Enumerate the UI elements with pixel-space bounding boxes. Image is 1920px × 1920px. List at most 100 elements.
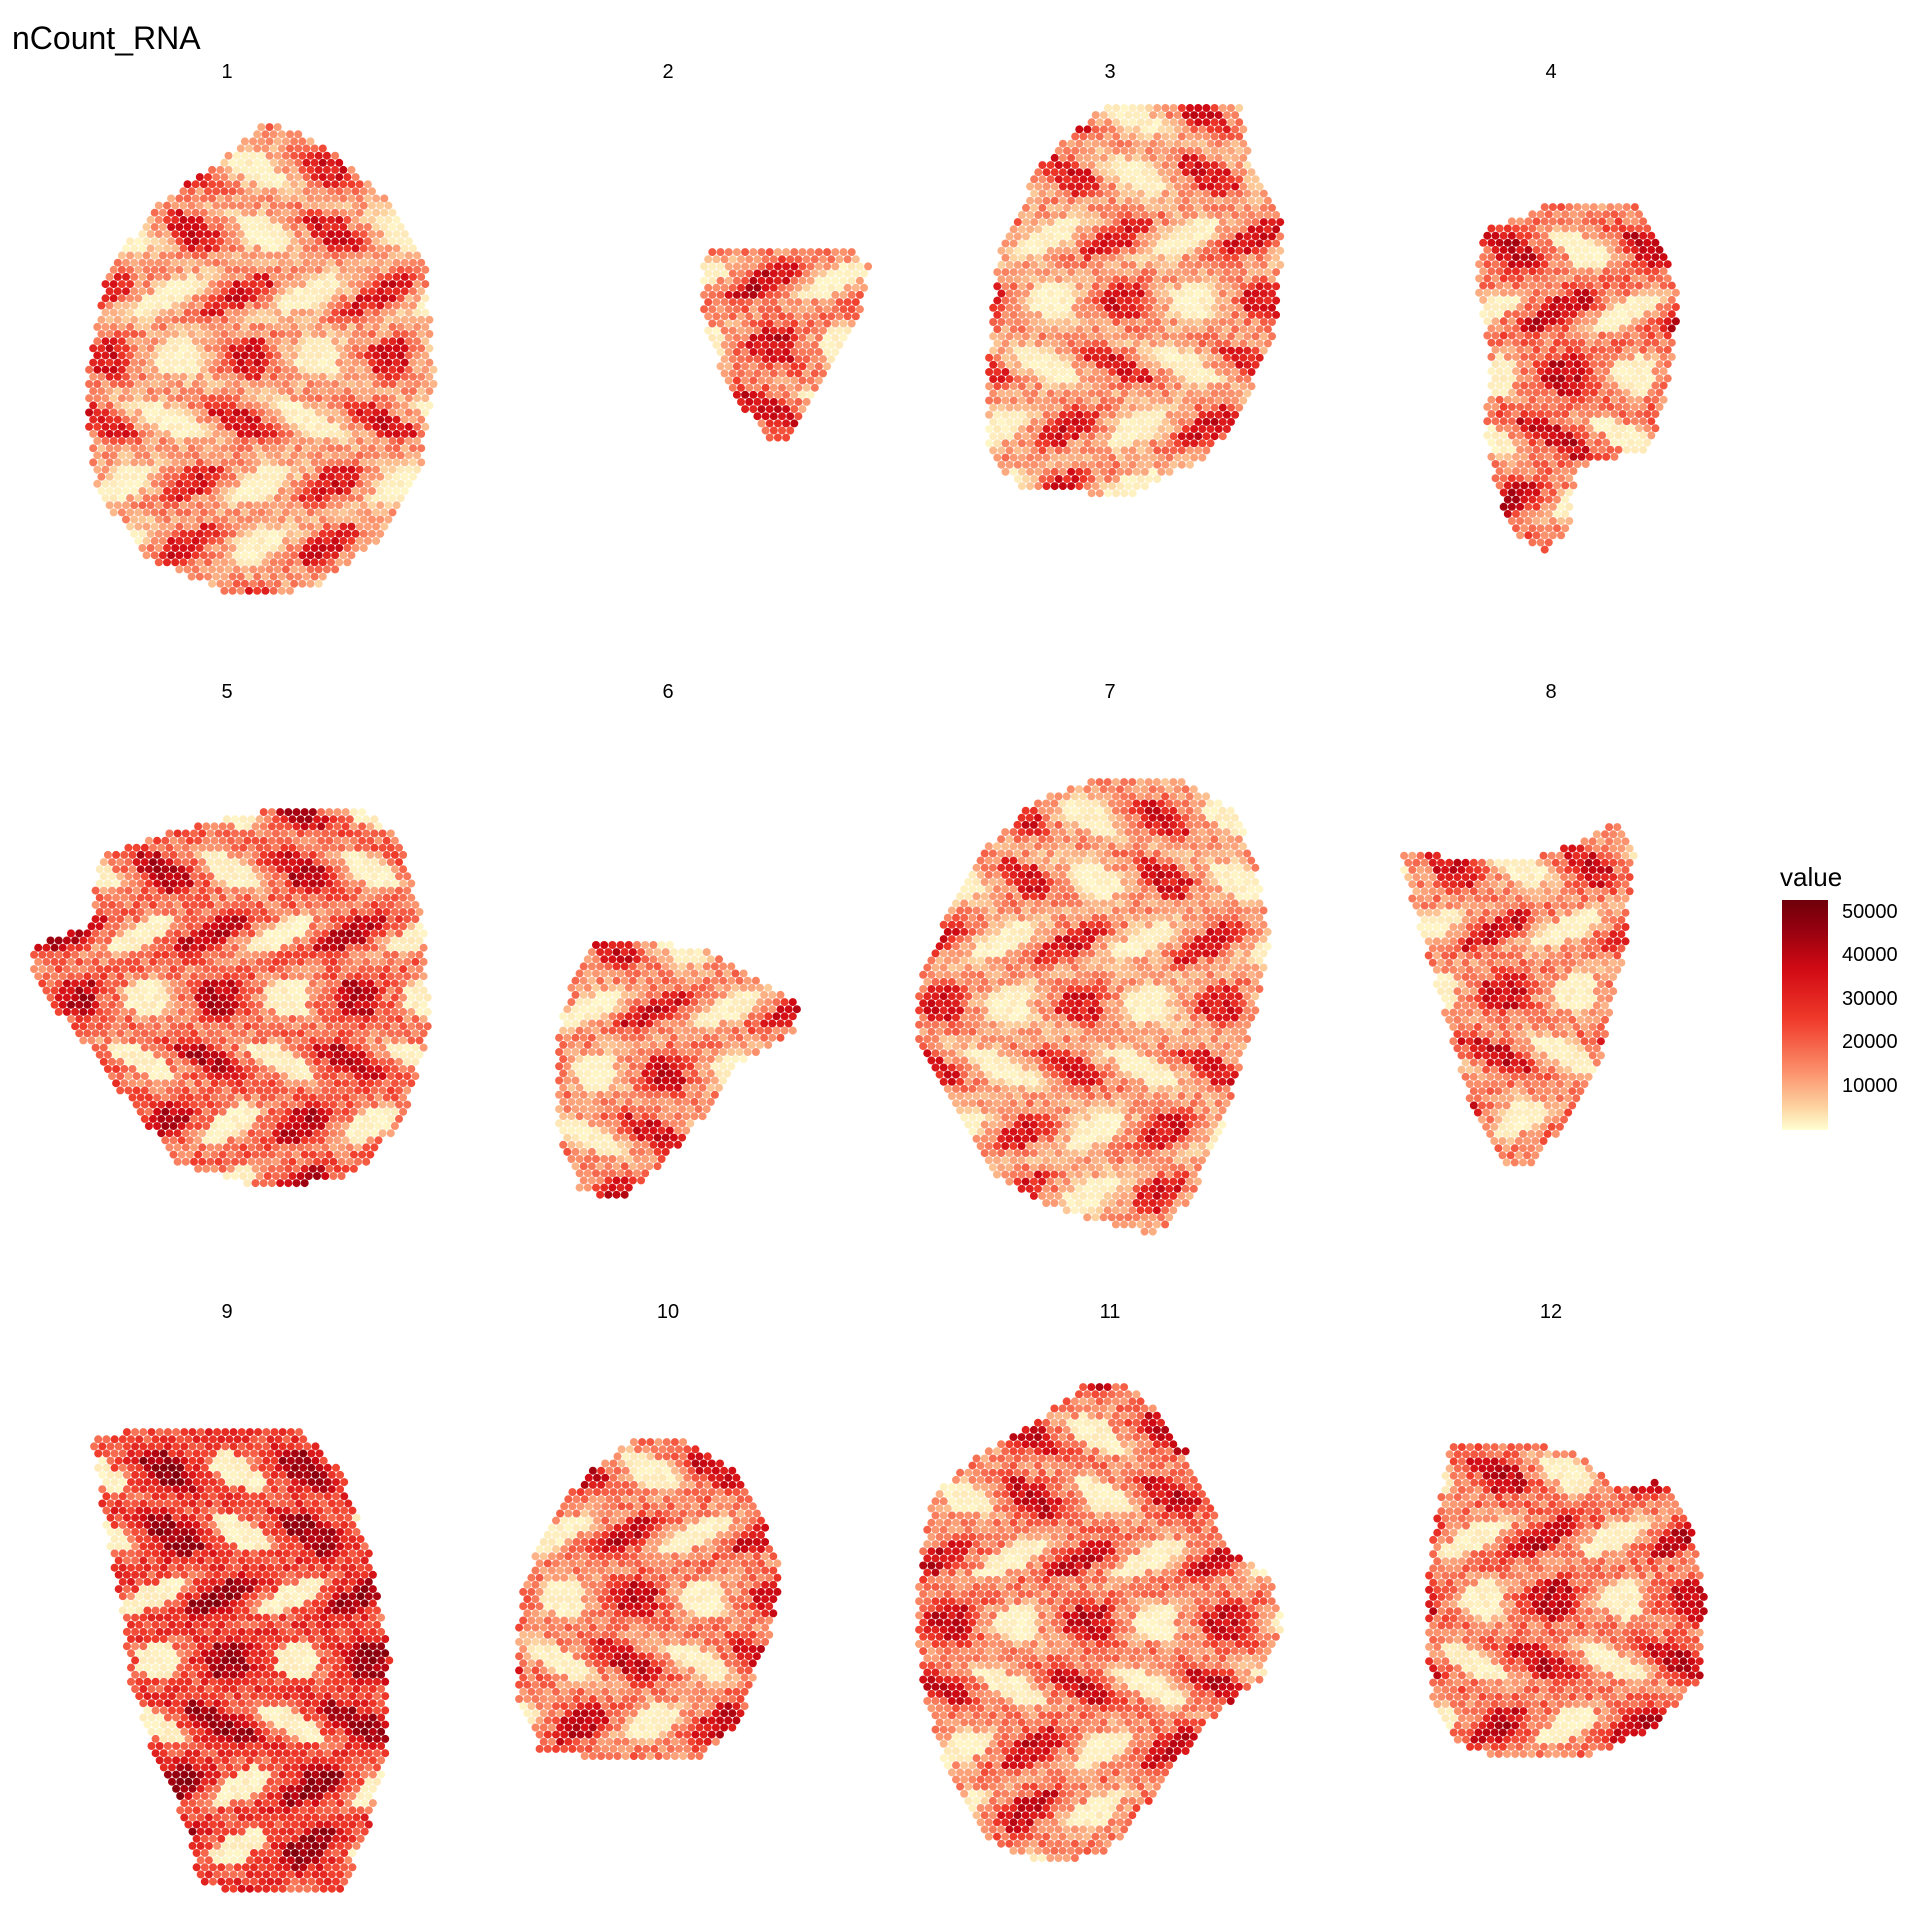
spot-point <box>1512 481 1520 490</box>
spot-point <box>1075 296 1084 305</box>
spot-point <box>232 265 241 274</box>
spot-point <box>1157 139 1166 148</box>
spot-point <box>331 322 340 331</box>
spot-point <box>331 194 340 203</box>
spot-point <box>1524 445 1533 454</box>
spot-point <box>191 180 200 189</box>
spot-point <box>704 283 713 292</box>
spot-point <box>1606 374 1615 383</box>
facet-label-2: 2 <box>662 61 674 83</box>
spot-point <box>138 458 147 467</box>
spot-point <box>142 479 151 488</box>
spot-point <box>1565 431 1574 440</box>
spot-point <box>265 123 274 132</box>
spot-point <box>347 536 356 545</box>
spot-point <box>142 337 151 346</box>
spot-point <box>786 255 795 264</box>
spot-point <box>1063 218 1071 227</box>
spot-point <box>847 290 856 299</box>
spot-point <box>782 248 791 257</box>
spot-point <box>1099 368 1108 376</box>
spot-point <box>1214 211 1223 219</box>
spot-point <box>1214 125 1223 134</box>
spot-point <box>138 387 147 396</box>
spot-point <box>400 344 409 353</box>
spot-point <box>1063 146 1071 155</box>
spot-point <box>1227 203 1235 212</box>
spot-point <box>1022 318 1030 326</box>
spot-point <box>286 401 294 410</box>
spot-point <box>1581 345 1590 354</box>
spot-point <box>191 465 200 474</box>
spot-point <box>1054 260 1063 269</box>
spot-point <box>199 408 208 417</box>
spot-point <box>1063 203 1071 212</box>
spot-point <box>1589 203 1598 212</box>
spot-point <box>1243 303 1252 312</box>
spot-point <box>204 529 212 538</box>
spot-point <box>1218 417 1227 426</box>
spot-point <box>327 315 335 324</box>
spot-point <box>351 444 360 453</box>
spot-point <box>290 208 299 217</box>
spot-point <box>290 479 299 488</box>
spot-point <box>208 380 217 388</box>
spot-point <box>819 269 827 278</box>
spot-point <box>245 272 253 281</box>
spot-point <box>363 451 372 460</box>
spot-point <box>154 201 163 210</box>
spot-point <box>89 387 98 396</box>
spot-point <box>1639 360 1648 369</box>
spot-point <box>113 358 122 367</box>
spot-point <box>335 173 344 182</box>
spot-point <box>1214 310 1223 319</box>
spot-point <box>993 282 1002 291</box>
spot-point <box>277 487 286 495</box>
spot-point <box>1181 239 1190 248</box>
spot-point <box>322 565 331 574</box>
spot-point <box>265 280 274 289</box>
spot-point <box>117 380 126 388</box>
spot-point <box>1622 274 1631 283</box>
spot-point <box>187 272 196 281</box>
spot-point <box>1222 153 1231 162</box>
facet-label-4: 4 <box>1545 61 1557 83</box>
spot-point <box>322 151 331 160</box>
spot-point <box>89 372 98 381</box>
spot-point <box>171 529 180 538</box>
spot-point <box>708 305 717 314</box>
spot-point <box>814 319 823 328</box>
spot-point <box>1255 182 1264 191</box>
spot-point <box>253 429 262 438</box>
spot-point <box>142 322 151 331</box>
spot-point <box>1099 182 1108 191</box>
spot-point <box>1507 331 1516 340</box>
spot-point <box>1108 410 1117 419</box>
spot-point <box>745 397 754 406</box>
spot-point <box>1075 168 1084 177</box>
spot-point <box>1503 295 1512 304</box>
spot-point <box>1569 281 1578 290</box>
spot-point <box>1169 446 1178 455</box>
spot-point <box>257 208 266 217</box>
spot-point <box>1169 460 1178 469</box>
spot-point <box>1136 232 1145 241</box>
spot-point <box>1630 388 1639 397</box>
spot-point <box>1001 425 1010 433</box>
spot-point <box>786 298 795 307</box>
spot-point <box>728 255 737 264</box>
spot-point <box>1626 424 1635 433</box>
spot-point <box>163 429 171 438</box>
spot-point <box>745 269 754 278</box>
spot-point <box>183 437 192 445</box>
spot-point <box>1589 431 1598 440</box>
spot-point <box>368 387 376 396</box>
spot-point <box>183 251 192 260</box>
spot-point <box>1132 139 1141 148</box>
spot-point <box>339 536 348 545</box>
spot-point <box>281 322 290 331</box>
spot-point <box>989 346 998 355</box>
spot-point <box>294 515 303 524</box>
spot-point <box>355 308 364 317</box>
spot-point <box>1046 275 1055 284</box>
